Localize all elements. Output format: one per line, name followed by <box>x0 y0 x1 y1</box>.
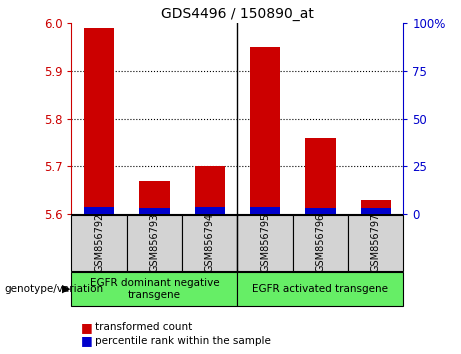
Bar <box>361 209 391 214</box>
Bar <box>84 28 114 214</box>
Text: GSM856792: GSM856792 <box>94 213 104 273</box>
Bar <box>305 138 336 214</box>
Bar <box>250 206 280 214</box>
Bar <box>250 47 280 214</box>
Bar <box>195 166 225 214</box>
Bar <box>71 272 237 306</box>
Text: GSM856793: GSM856793 <box>149 213 160 273</box>
Bar <box>361 200 391 214</box>
Bar <box>139 181 170 214</box>
Text: ■: ■ <box>81 334 92 347</box>
Bar <box>84 207 114 214</box>
Text: EGFR activated transgene: EGFR activated transgene <box>252 284 389 294</box>
Bar <box>305 209 336 214</box>
Text: GSM856794: GSM856794 <box>205 213 215 273</box>
Title: GDS4496 / 150890_at: GDS4496 / 150890_at <box>161 7 314 21</box>
Bar <box>237 272 403 306</box>
Bar <box>127 215 182 271</box>
Text: GSM856797: GSM856797 <box>371 213 381 273</box>
Bar <box>293 215 348 271</box>
Text: GSM856796: GSM856796 <box>315 213 325 273</box>
Bar <box>348 215 403 271</box>
Text: ▶: ▶ <box>62 284 71 294</box>
Text: ■: ■ <box>81 321 92 334</box>
Bar <box>71 215 127 271</box>
Bar <box>139 209 170 214</box>
Bar <box>237 215 293 271</box>
Bar <box>182 215 237 271</box>
Text: GSM856795: GSM856795 <box>260 213 270 273</box>
Bar <box>195 207 225 214</box>
Text: transformed count: transformed count <box>95 322 192 332</box>
Text: percentile rank within the sample: percentile rank within the sample <box>95 336 271 346</box>
Text: EGFR dominant negative
transgene: EGFR dominant negative transgene <box>89 278 219 300</box>
Text: genotype/variation: genotype/variation <box>5 284 104 294</box>
